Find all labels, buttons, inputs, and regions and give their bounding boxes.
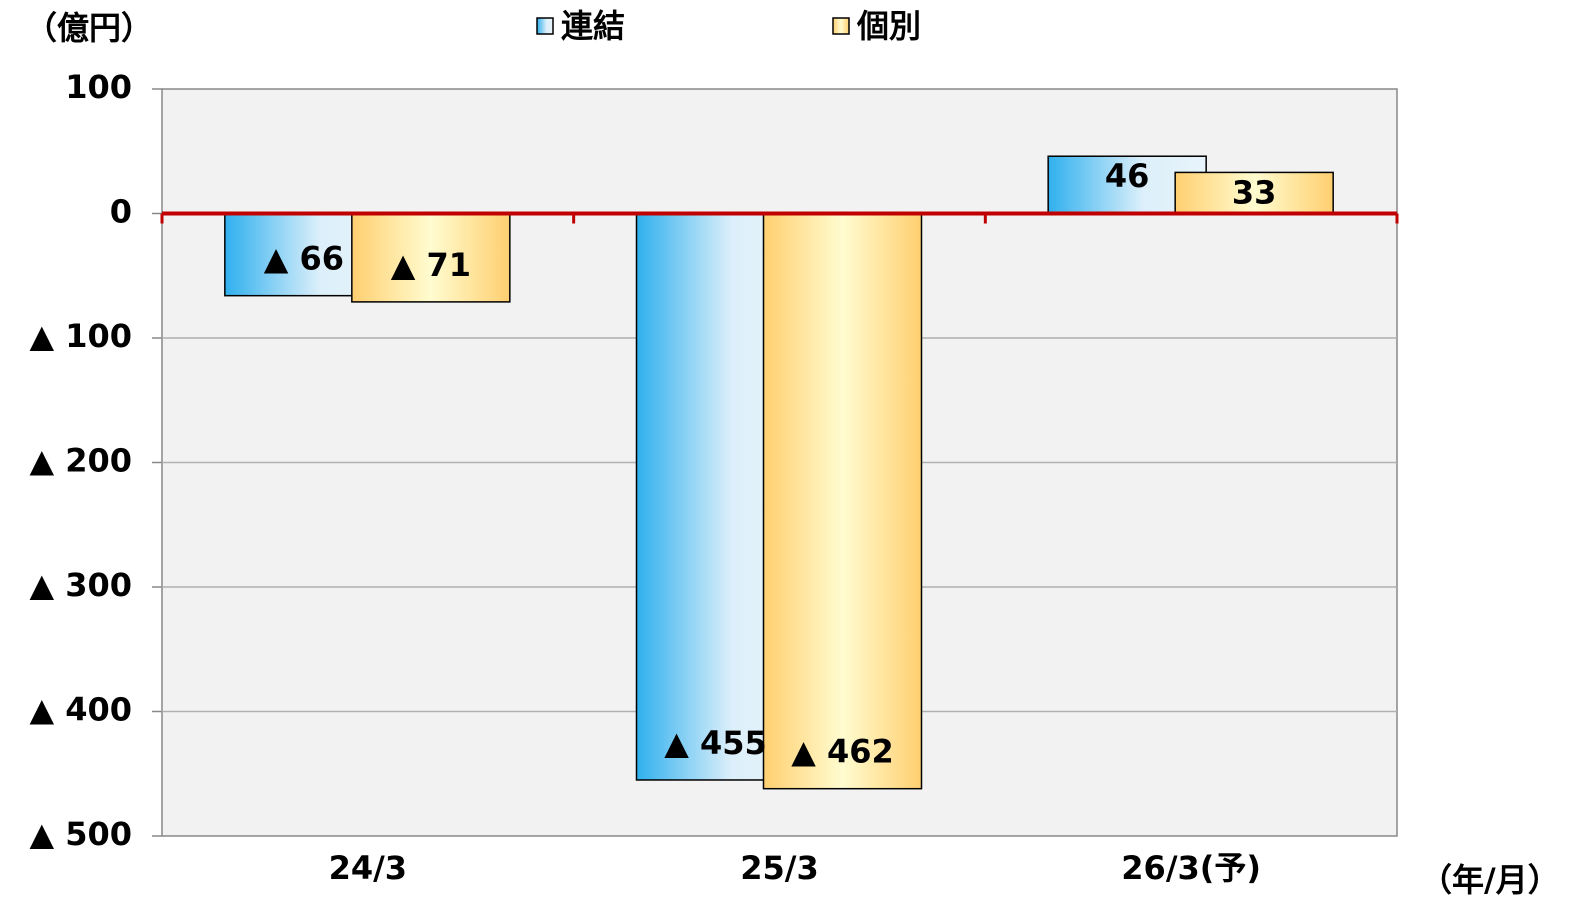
- data-label: 46: [1105, 157, 1150, 195]
- y-tick-label: 0: [110, 193, 132, 231]
- data-label: ▲ 455: [664, 724, 767, 762]
- legend-label: 個別: [856, 7, 921, 45]
- y-tick-label: ▲ 300: [29, 566, 132, 604]
- y-tick-label: 100: [65, 68, 132, 106]
- x-axis-label: （年/月）: [1420, 861, 1560, 899]
- legend-swatch: [832, 17, 850, 35]
- y-tick-label: ▲ 500: [29, 815, 132, 853]
- data-label: ▲ 71: [391, 246, 471, 284]
- legend-label: 連結: [561, 7, 625, 45]
- bar: [762, 212, 923, 790]
- legend-swatch: [536, 17, 554, 35]
- data-label: ▲ 66: [264, 240, 344, 278]
- data-label: ▲ 462: [791, 733, 894, 771]
- data-label: 33: [1232, 173, 1277, 211]
- y-axis-label: （億円）: [25, 9, 153, 47]
- x-tick-label: 24/3: [329, 849, 407, 887]
- y-tick-label: ▲ 200: [29, 442, 132, 480]
- bar: [351, 212, 511, 303]
- x-tick-label: 25/3: [740, 849, 818, 887]
- bar: [1174, 171, 1334, 215]
- y-tick-label: ▲ 400: [29, 691, 132, 729]
- x-tick-label: 26/3(予): [1121, 849, 1261, 887]
- y-tick-label: ▲ 100: [29, 317, 132, 355]
